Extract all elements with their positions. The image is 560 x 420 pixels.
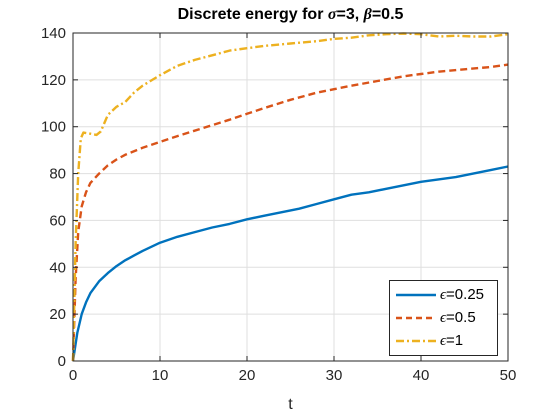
title-beta-symbol: β (363, 6, 372, 23)
axes-box (72, 32, 509, 362)
y-tick-label: 40 (49, 259, 66, 276)
legend: ϵ=0.25 ϵ=0.5 ϵ=1 (389, 280, 498, 356)
legend-swatch-eps-1 (396, 339, 436, 343)
title-prefix: Discrete energy for (177, 6, 328, 23)
x-axis-label: t (288, 396, 293, 413)
legend-label-eps-1: ϵ=1 (440, 332, 464, 349)
y-tick-label: 80 (49, 166, 66, 183)
title-sigma-symbol: σ (327, 6, 337, 23)
x-tick-label: 50 (500, 367, 517, 384)
axes-frame (72, 32, 509, 362)
chart-title: Discrete energy for σ=3, β=0.5 (73, 6, 508, 24)
legend-swatch-eps-0.5 (396, 316, 436, 320)
series-line-1 (71, 63, 509, 362)
legend-label-eps-0.25: ϵ=0.25 (440, 286, 485, 303)
y-tick-label: 60 (49, 212, 66, 229)
legend-item-eps-1: ϵ=1 (390, 330, 499, 352)
y-tick-label: 140 (41, 25, 66, 42)
series-line-2 (71, 32, 509, 362)
series-lines (71, 32, 509, 362)
x-tick-label: 10 (152, 367, 169, 384)
x-tick-label: 20 (239, 367, 256, 384)
legend-item-eps-0.5: ϵ=0.5 (390, 307, 499, 329)
y-tick-label: 100 (41, 119, 66, 136)
title-sigma-value: =3, (336, 6, 364, 23)
series-line-0 (71, 165, 509, 362)
legend-label-eps-0.5: ϵ=0.5 (440, 309, 476, 326)
x-tick-label: 40 (413, 367, 430, 384)
legend-swatch-eps-0.25 (396, 293, 436, 297)
x-tick-labels: 0 10 20 30 40 50 (69, 367, 517, 384)
y-tick-labels: 0 20 40 60 80 100 120 140 (41, 25, 66, 370)
legend-item-eps-0.25: ϵ=0.25 (390, 284, 499, 306)
y-tick-label: 20 (49, 306, 66, 323)
y-tick-label: 120 (41, 72, 66, 89)
title-beta-value: =0.5 (371, 6, 404, 23)
x-tick-label: 0 (69, 367, 77, 384)
x-tick-label: 30 (326, 367, 343, 384)
y-tick-label: 0 (58, 353, 66, 370)
